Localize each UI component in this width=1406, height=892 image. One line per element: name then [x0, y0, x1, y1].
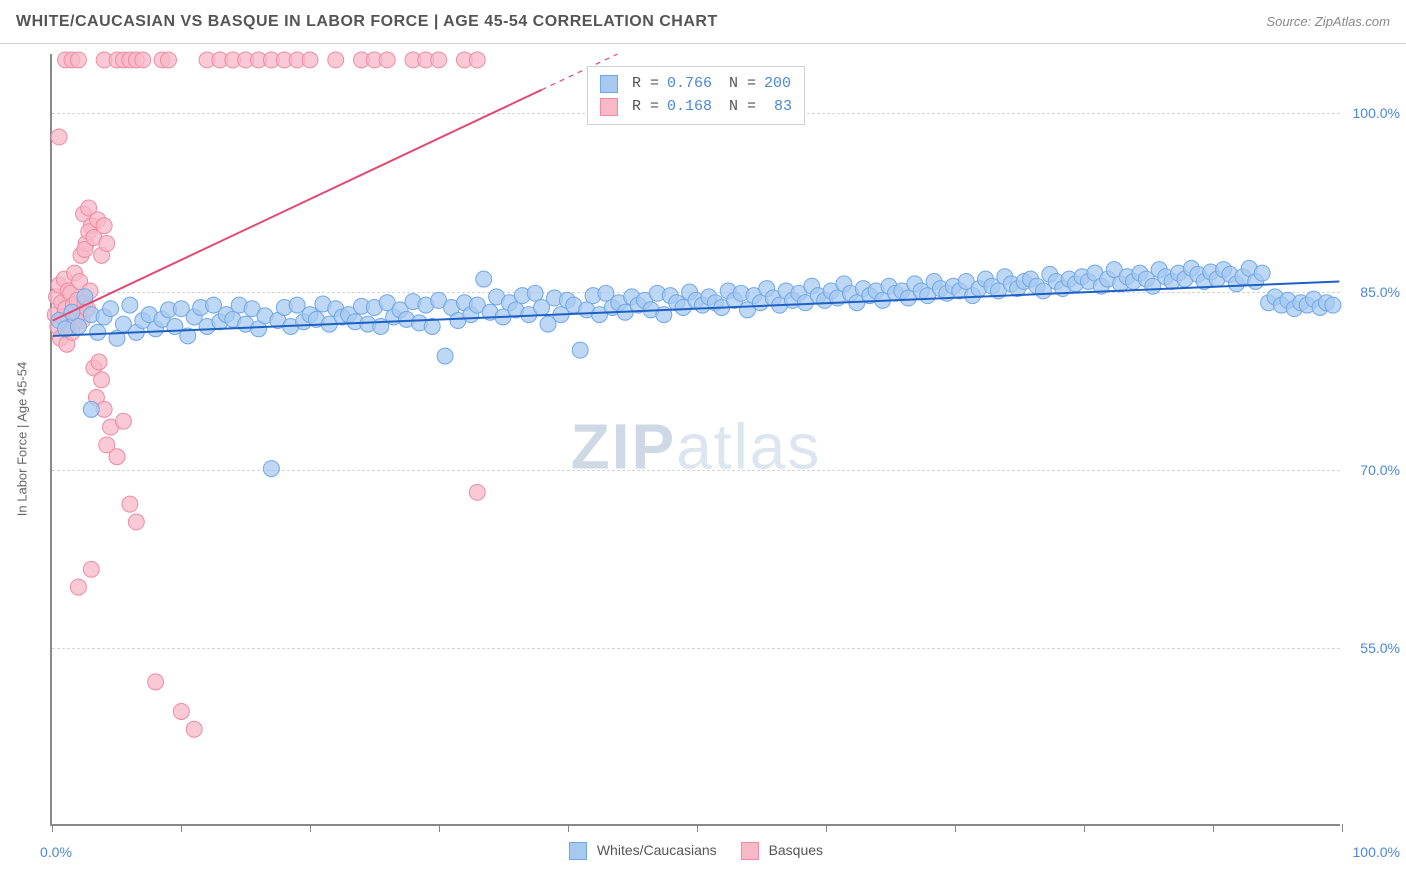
swatch-whites-icon: [600, 75, 618, 93]
source-label: Source:: [1266, 14, 1311, 29]
y-tick-label: 55.0%: [1360, 640, 1400, 656]
x-tick: [955, 824, 956, 832]
stats-row-basques: R = 0.168 N = 83: [600, 96, 792, 119]
data-point-basques: [135, 52, 151, 68]
scatter-svg: [52, 54, 1340, 824]
data-point-basques: [469, 52, 485, 68]
data-point-basques: [94, 372, 110, 388]
swatch-whites-icon: [569, 842, 587, 860]
data-point-basques: [148, 674, 164, 690]
swatch-basques-icon: [741, 842, 759, 860]
stats-r-label: R =: [632, 73, 659, 96]
data-point-whites: [1325, 297, 1341, 313]
x-axis-label-max: 100.0%: [1353, 844, 1400, 860]
x-tick: [1084, 824, 1085, 832]
data-point-basques: [302, 52, 318, 68]
y-tick-label: 100.0%: [1353, 105, 1400, 121]
stats-n-label: N =: [720, 96, 756, 119]
data-point-whites: [1254, 265, 1270, 281]
data-point-basques: [70, 52, 86, 68]
data-point-basques: [96, 218, 112, 234]
data-point-whites: [476, 271, 492, 287]
data-point-basques: [91, 354, 107, 370]
x-tick: [568, 824, 569, 832]
data-point-basques: [128, 514, 144, 530]
data-point-basques: [431, 52, 447, 68]
x-axis-label-min: 0.0%: [40, 844, 72, 860]
x-tick: [181, 824, 182, 832]
x-tick: [826, 824, 827, 832]
x-tick: [1342, 824, 1343, 832]
data-point-basques: [173, 703, 189, 719]
data-point-whites: [103, 301, 119, 317]
trend-line-basques: [53, 90, 542, 321]
plot-area: ZIPatlas 55.0%70.0%85.0%100.0% R = 0.766…: [50, 54, 1340, 826]
data-point-whites: [90, 324, 106, 340]
stats-r-value-basques: 0.168: [667, 96, 712, 119]
stats-n-value-basques: 83: [764, 96, 792, 119]
data-point-whites: [122, 297, 138, 313]
data-point-whites: [527, 285, 543, 301]
chart-title: WHITE/CAUCASIAN VS BASQUE IN LABOR FORCE…: [16, 13, 718, 31]
data-point-whites: [70, 318, 86, 334]
legend-bottom: Whites/Caucasians Basques: [569, 842, 823, 860]
data-point-whites: [437, 348, 453, 364]
data-point-basques: [122, 496, 138, 512]
title-bar: WHITE/CAUCASIAN VS BASQUE IN LABOR FORCE…: [0, 0, 1406, 44]
data-point-basques: [83, 561, 99, 577]
data-point-basques: [51, 129, 67, 145]
legend-label-basques: Basques: [769, 842, 823, 858]
data-point-basques: [186, 721, 202, 737]
data-point-whites: [572, 342, 588, 358]
legend-item-whites: Whites/Caucasians: [569, 842, 717, 860]
legend-label-whites: Whites/Caucasians: [597, 842, 717, 858]
data-point-whites: [83, 401, 99, 417]
x-tick: [1213, 824, 1214, 832]
source-name: ZipAtlas.com: [1315, 14, 1390, 29]
legend-item-basques: Basques: [741, 842, 823, 860]
x-tick: [310, 824, 311, 832]
data-point-basques: [109, 449, 125, 465]
x-tick: [697, 824, 698, 832]
stats-n-value-whites: 200: [764, 73, 791, 96]
data-point-basques: [379, 52, 395, 68]
data-point-basques: [99, 236, 115, 252]
data-point-basques: [160, 52, 176, 68]
data-point-basques: [70, 579, 86, 595]
stats-r-value-whites: 0.766: [667, 73, 712, 96]
y-tick-label: 85.0%: [1360, 284, 1400, 300]
x-tick: [439, 824, 440, 832]
y-tick-label: 70.0%: [1360, 462, 1400, 478]
stats-r-label: R =: [632, 96, 659, 119]
data-point-basques: [469, 484, 485, 500]
x-tick: [52, 824, 53, 832]
stats-box: R = 0.766 N = 200 R = 0.168 N = 83: [587, 66, 805, 125]
data-point-basques: [115, 413, 131, 429]
stats-row-whites: R = 0.766 N = 200: [600, 73, 792, 96]
data-point-whites: [263, 461, 279, 477]
data-point-basques: [328, 52, 344, 68]
swatch-basques-icon: [600, 98, 618, 116]
source-attribution: Source: ZipAtlas.com: [1266, 14, 1390, 29]
y-axis-title: In Labor Force | Age 45-54: [15, 362, 30, 516]
stats-n-label: N =: [720, 73, 756, 96]
